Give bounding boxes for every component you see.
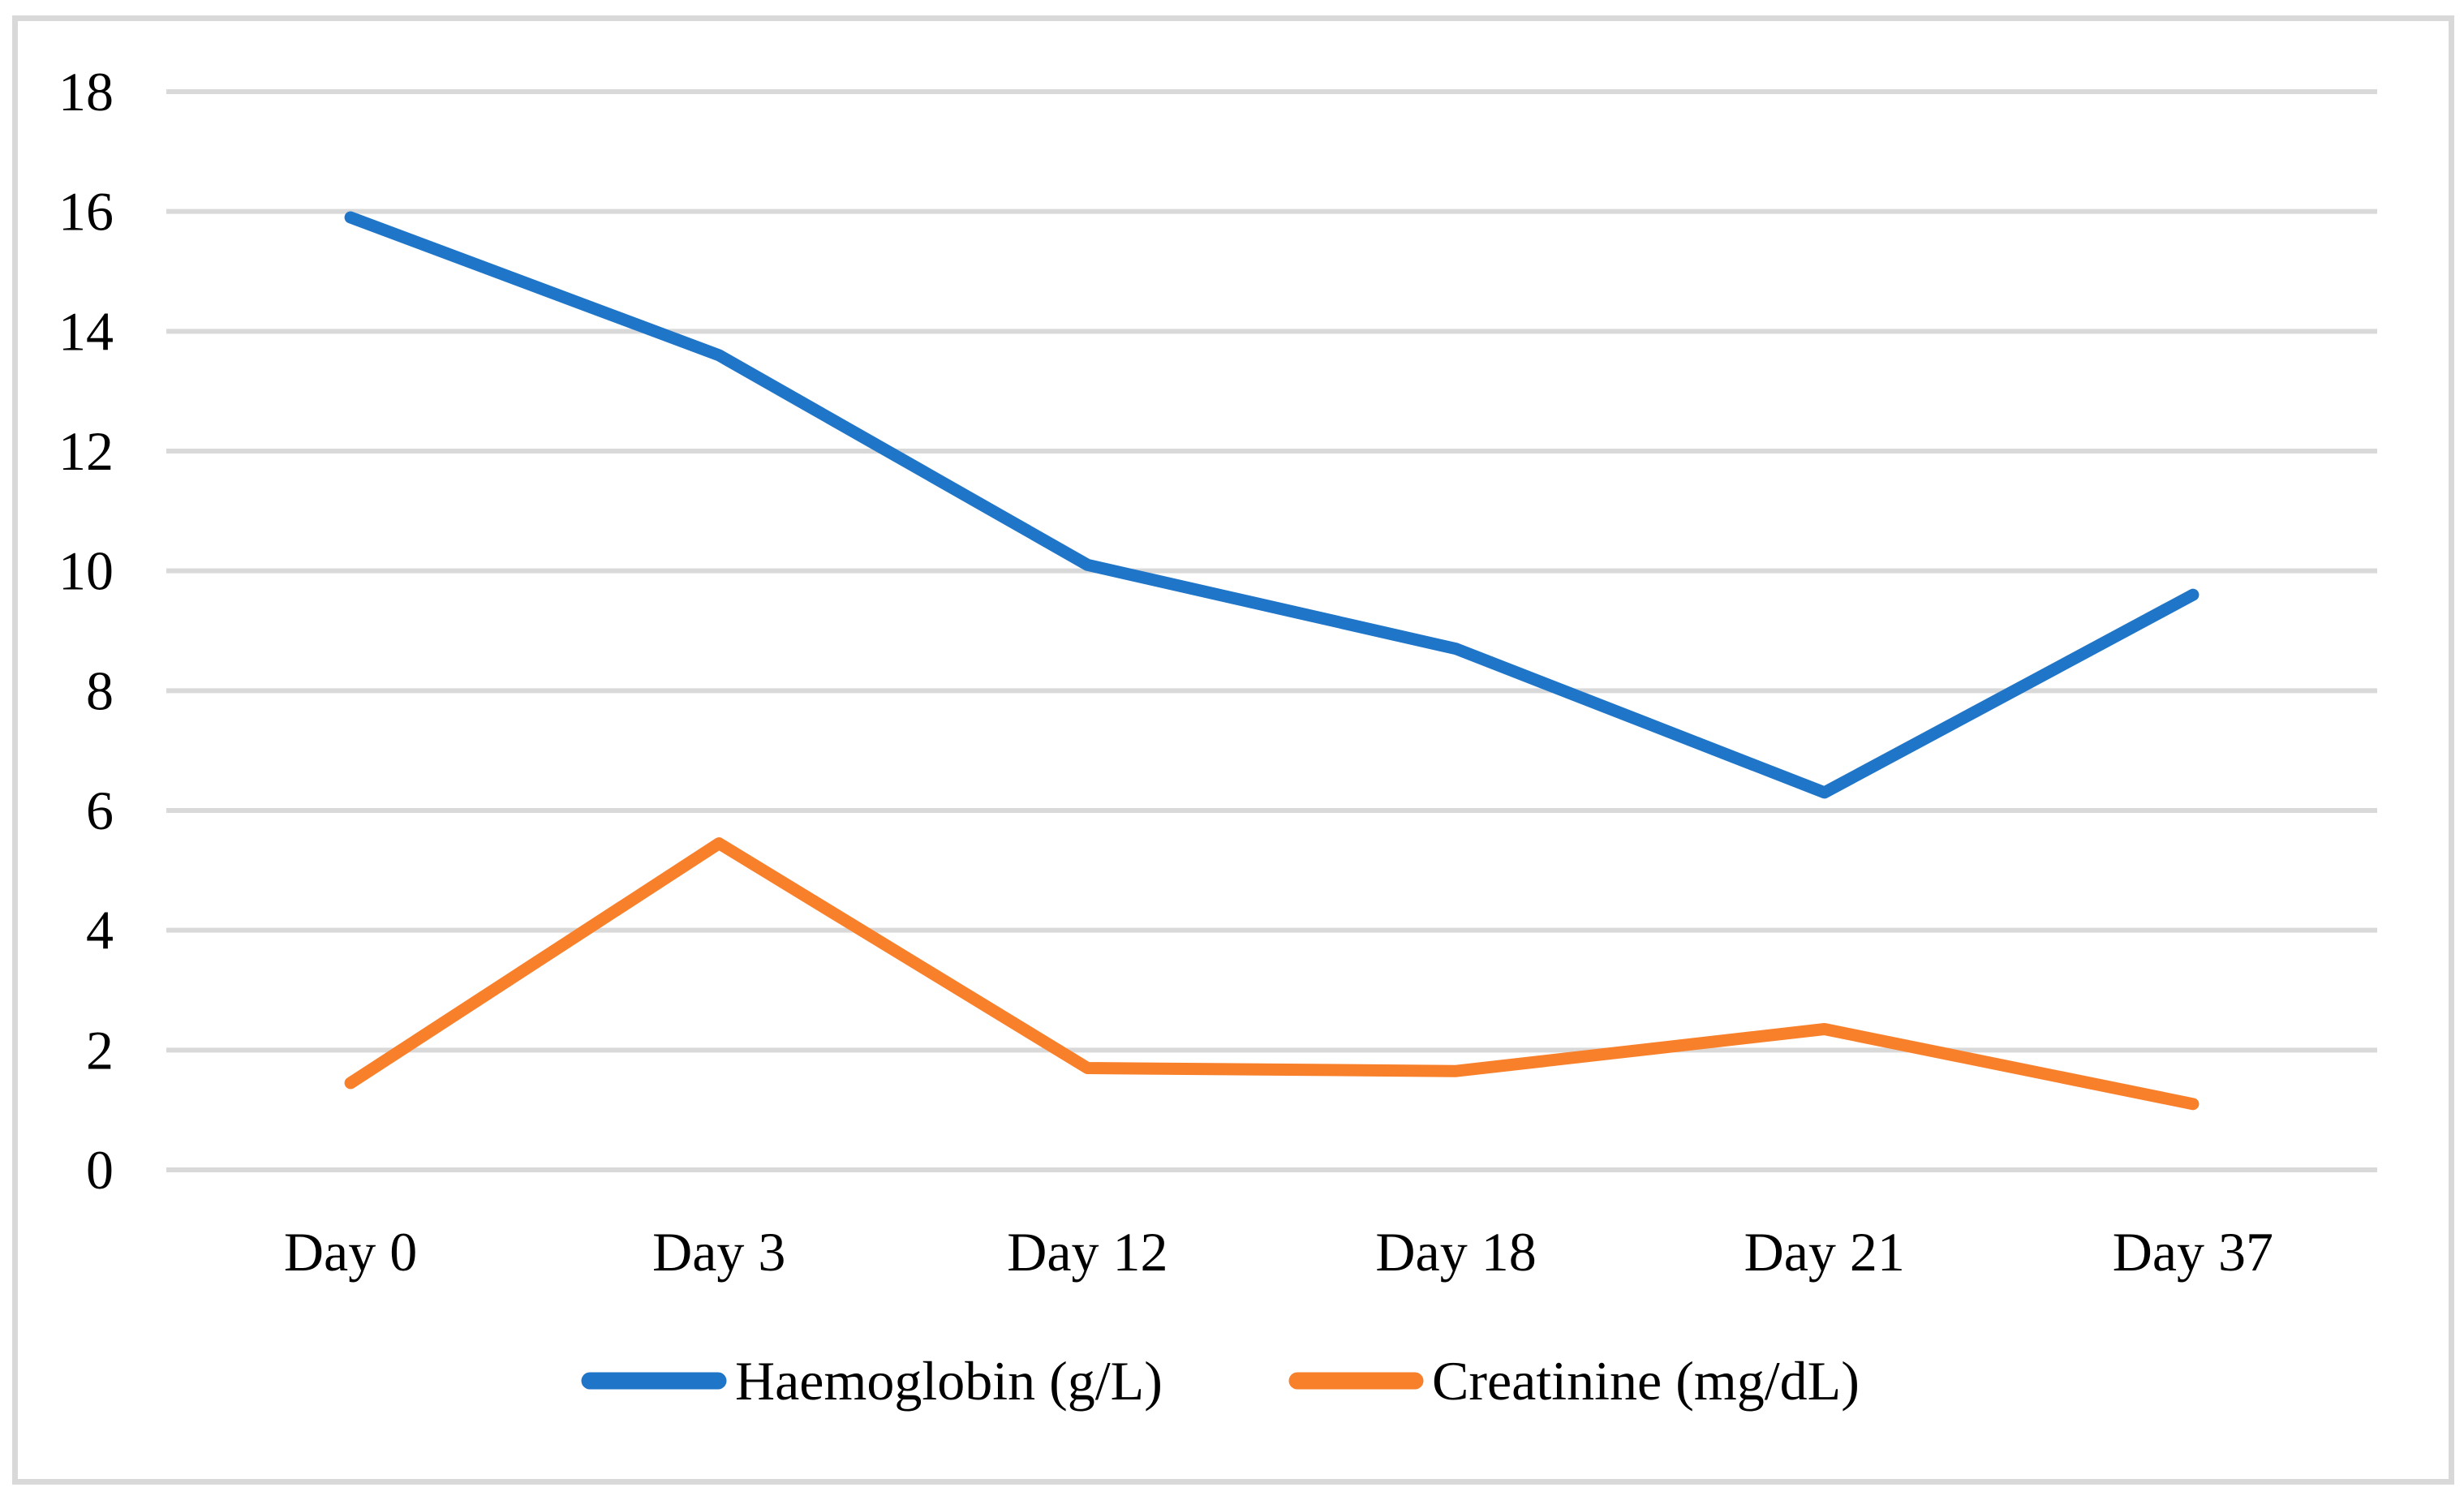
x-tick-label: Day 37: [2113, 1221, 2273, 1283]
series-line-1: [344, 837, 2200, 1111]
y-tick-label: 0: [86, 1139, 114, 1201]
y-tick-label: 10: [58, 540, 114, 602]
series-line-0: [344, 211, 2200, 799]
y-tick-label: 14: [58, 300, 114, 362]
series-lines: [344, 211, 2200, 1111]
x-tick-label: Day 3: [652, 1221, 785, 1283]
y-tick-label: 12: [58, 420, 114, 482]
x-tick-label: Day 12: [1007, 1221, 1167, 1283]
x-tick-label: Day 0: [284, 1221, 417, 1283]
x-axis-labels: Day 0 Day 3 Day 12 Day 18 Day 21 Day 37: [284, 1221, 2273, 1283]
y-tick-label: 4: [86, 900, 114, 961]
y-tick-label: 16: [58, 181, 114, 243]
gridlines: [166, 89, 2377, 1172]
y-tick-label: 18: [58, 61, 114, 123]
y-tick-label: 6: [86, 780, 114, 841]
x-tick-label: Day 21: [1744, 1221, 1905, 1283]
x-tick-label: Day 18: [1375, 1221, 1536, 1283]
y-tick-label: 8: [86, 660, 114, 721]
legend-creatinine-label: Creatinine (mg/dL): [1432, 1350, 1860, 1412]
legend: Haemoglobin (g/L) Creatinine (mg/dL): [581, 1350, 1860, 1412]
y-tick-label: 2: [86, 1019, 114, 1081]
legend-haemoglobin-label: Haemoglobin (g/L): [735, 1350, 1163, 1412]
y-axis-labels: 0 2 4 6 8 10 12 14 16 18: [58, 61, 114, 1201]
